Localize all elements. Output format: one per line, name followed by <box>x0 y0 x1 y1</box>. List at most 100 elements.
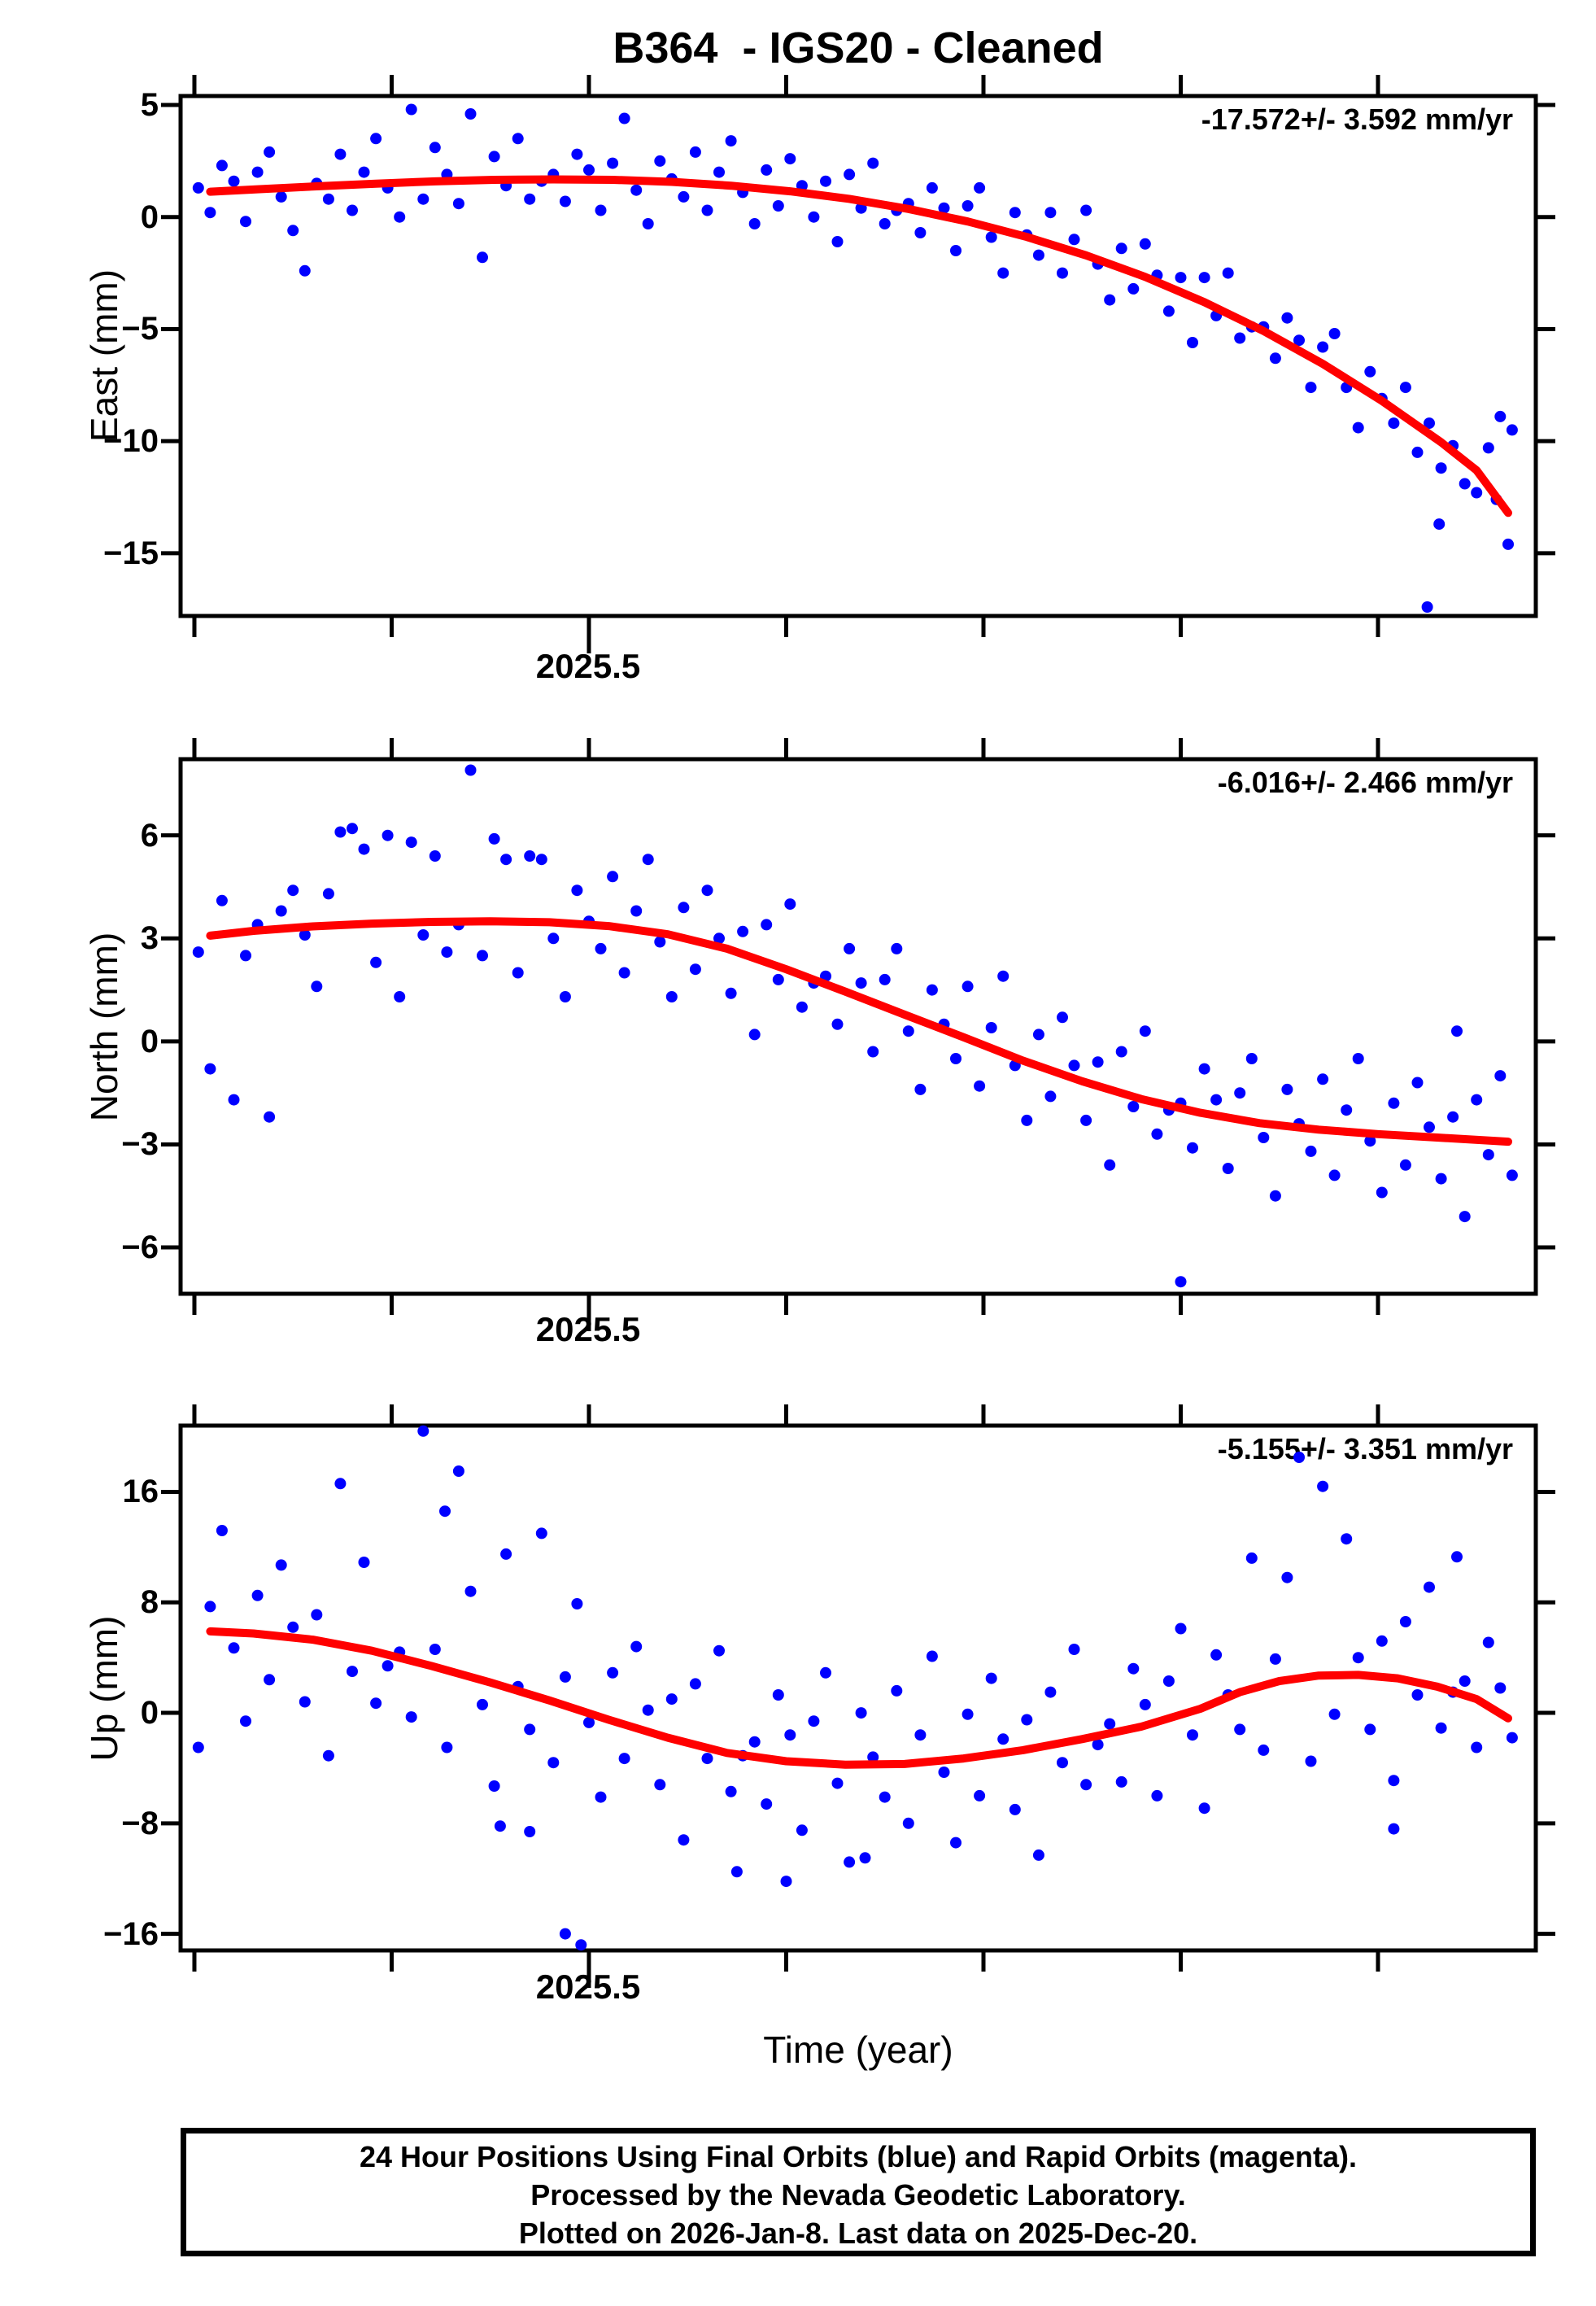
data-point <box>1269 1190 1281 1202</box>
data-point <box>914 1729 927 1741</box>
data-point <box>535 175 547 187</box>
data-point <box>370 133 382 145</box>
trend-line <box>206 1627 1512 1769</box>
data-point <box>665 173 678 185</box>
data-point <box>1471 1741 1483 1754</box>
data-point <box>1258 321 1270 333</box>
data-point <box>405 1711 417 1723</box>
data-point <box>808 211 820 223</box>
data-point <box>1494 1070 1507 1082</box>
data-point <box>1104 294 1116 306</box>
data-point <box>1198 272 1210 284</box>
data-point <box>595 1791 607 1803</box>
data-point <box>1459 1211 1471 1223</box>
data-point <box>808 977 820 989</box>
data-point <box>630 1640 643 1653</box>
data-point <box>1459 478 1471 490</box>
data-point <box>1451 1025 1463 1037</box>
data-point <box>607 871 619 883</box>
data-point <box>772 1689 784 1701</box>
data-point <box>216 159 228 172</box>
data-point <box>1411 1077 1424 1089</box>
data-point <box>1104 1718 1116 1730</box>
data-point <box>240 1715 251 1727</box>
data-point <box>689 1678 701 1690</box>
data-point <box>1447 1686 1459 1698</box>
data-point <box>1364 365 1376 378</box>
data-point <box>204 1601 216 1613</box>
data-point <box>547 1757 560 1769</box>
data-point <box>1139 1025 1151 1037</box>
data-point <box>1341 1533 1353 1545</box>
data-point <box>737 186 749 199</box>
data-point <box>429 850 441 862</box>
data-point <box>938 1767 950 1778</box>
rate-annotation-east: -17.572+/- 3.592 mm/yr <box>1201 103 1513 136</box>
data-point <box>311 177 323 190</box>
data-point <box>642 218 654 229</box>
data-point <box>1044 207 1057 219</box>
data-point <box>441 946 453 959</box>
data-point <box>1447 1111 1459 1123</box>
data-point <box>228 175 240 187</box>
data-point <box>1424 1581 1435 1593</box>
data-point <box>1127 1101 1140 1112</box>
data-point <box>855 977 867 989</box>
data-point <box>1424 1121 1435 1133</box>
y-tick-label: 0 <box>140 199 159 235</box>
data-point <box>642 854 654 866</box>
data-point <box>595 942 607 954</box>
data-point <box>1222 1689 1234 1701</box>
data-point <box>1032 1029 1044 1041</box>
data-point <box>1222 1163 1234 1174</box>
data-point <box>1352 1053 1364 1064</box>
data-point <box>985 1672 997 1684</box>
data-point <box>334 148 347 160</box>
data-point <box>512 1680 524 1692</box>
data-point <box>926 1650 938 1662</box>
data-point <box>1352 1652 1364 1664</box>
data-point <box>583 1716 595 1728</box>
data-point <box>1057 1011 1068 1024</box>
data-point <box>926 984 938 996</box>
data-point <box>1009 1059 1021 1072</box>
data-point <box>334 826 347 838</box>
data-point <box>1435 462 1447 474</box>
data-point <box>879 218 891 229</box>
data-point <box>1162 1675 1175 1687</box>
data-point <box>477 1698 488 1710</box>
data-point <box>607 1666 619 1679</box>
data-point <box>216 1525 228 1536</box>
data-point <box>1317 1480 1329 1492</box>
data-point <box>902 1817 914 1829</box>
rate-annotation-north: -6.016+/- 2.466 mm/yr <box>1217 766 1513 799</box>
y-tick-label: 16 <box>122 1474 159 1510</box>
data-point <box>879 1791 891 1803</box>
data-point <box>1092 1056 1104 1068</box>
data-point <box>382 181 394 194</box>
data-point <box>1433 518 1446 531</box>
data-point <box>808 1715 820 1727</box>
data-point <box>1352 421 1364 434</box>
data-point <box>524 850 536 862</box>
x-tick-label-north: 2025.5 <box>535 1310 641 1348</box>
data-point <box>1234 1723 1246 1736</box>
data-point <box>1175 1097 1187 1109</box>
data-point <box>287 884 299 897</box>
y-tick-label: 6 <box>140 817 159 854</box>
data-point <box>761 919 773 931</box>
data-point <box>1399 1616 1411 1627</box>
data-point <box>1494 1682 1507 1694</box>
data-point <box>1482 1636 1494 1649</box>
data-point <box>1162 1104 1175 1116</box>
data-point <box>1317 341 1329 353</box>
data-point <box>630 905 643 917</box>
data-point <box>1198 1802 1210 1815</box>
data-point <box>902 1025 914 1037</box>
data-point <box>488 151 500 163</box>
data-point <box>1151 1789 1163 1802</box>
data-point <box>713 932 725 945</box>
data-point <box>1281 312 1293 324</box>
panel-north <box>161 738 1555 1331</box>
